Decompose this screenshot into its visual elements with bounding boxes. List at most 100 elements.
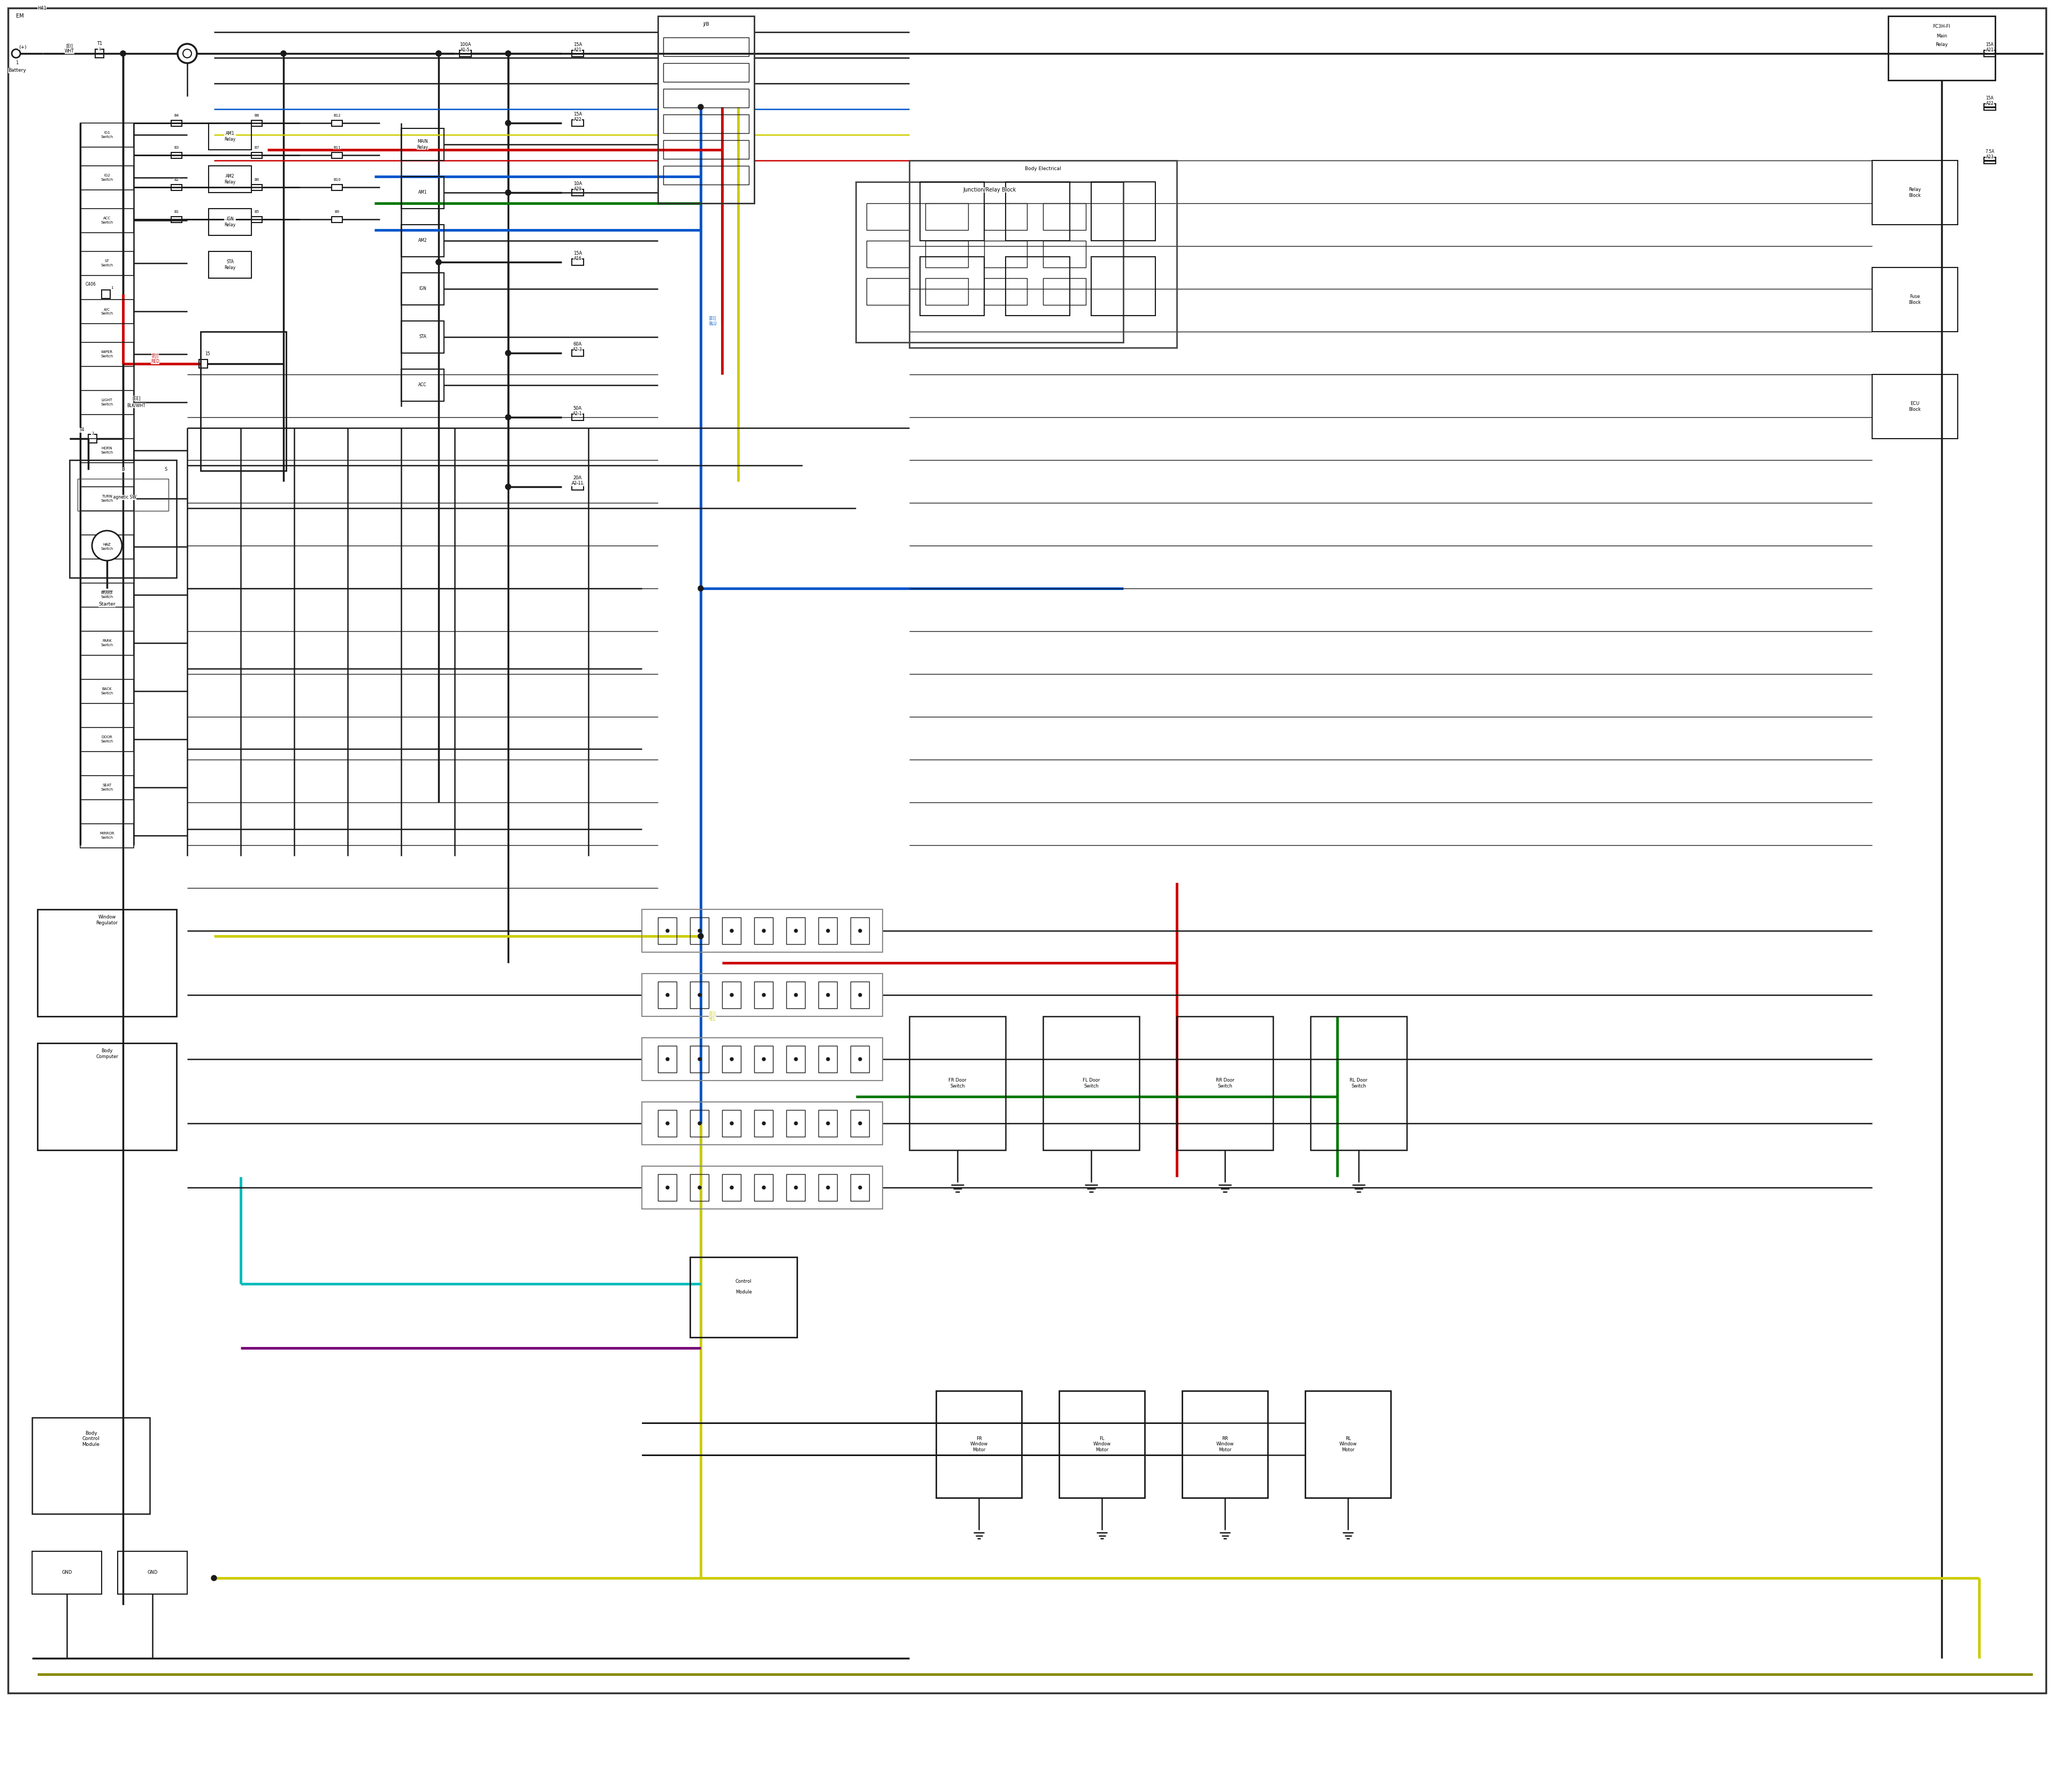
Circle shape xyxy=(729,1186,733,1190)
Circle shape xyxy=(795,1122,797,1125)
Text: H41: H41 xyxy=(37,5,47,11)
Text: RR
Window
Motor: RR Window Motor xyxy=(1216,1437,1234,1452)
Text: 20A: 20A xyxy=(573,477,581,480)
Bar xyxy=(817,982,838,1009)
Bar xyxy=(1871,267,1957,332)
Circle shape xyxy=(826,1122,830,1125)
Bar xyxy=(571,349,583,357)
Text: FR Door
Switch: FR Door Switch xyxy=(949,1079,967,1088)
Circle shape xyxy=(762,1057,766,1061)
Bar xyxy=(817,1109,838,1136)
Bar xyxy=(1871,375,1957,439)
Circle shape xyxy=(698,1057,700,1061)
Text: MIRROR
Switch: MIRROR Switch xyxy=(99,831,115,839)
Text: B1: B1 xyxy=(175,210,179,213)
Bar xyxy=(210,167,251,192)
Text: AM2: AM2 xyxy=(419,238,427,244)
Circle shape xyxy=(698,993,700,996)
Circle shape xyxy=(177,43,197,63)
Text: Window
Regulator: Window Regulator xyxy=(97,916,117,925)
Bar xyxy=(571,120,583,125)
Bar xyxy=(401,272,444,305)
Bar xyxy=(984,202,1027,229)
Bar xyxy=(80,536,134,559)
Bar xyxy=(663,167,750,185)
Text: 10A: 10A xyxy=(573,181,581,186)
Circle shape xyxy=(826,1057,830,1061)
Bar xyxy=(754,918,772,944)
Bar xyxy=(641,973,883,1016)
Text: MAIN
Relay: MAIN Relay xyxy=(417,140,427,149)
Bar xyxy=(460,50,470,57)
Bar xyxy=(1984,50,1996,57)
Text: 15A: 15A xyxy=(573,251,581,256)
Circle shape xyxy=(762,1122,766,1125)
Bar xyxy=(251,152,263,158)
Bar xyxy=(1043,278,1087,305)
Bar xyxy=(867,202,910,229)
Circle shape xyxy=(729,993,733,996)
Bar xyxy=(817,1047,838,1073)
Text: 15A: 15A xyxy=(573,43,581,47)
Text: AM1
Relay: AM1 Relay xyxy=(224,131,236,142)
Bar xyxy=(80,251,134,276)
Bar xyxy=(1006,181,1070,240)
Text: B7: B7 xyxy=(255,145,259,149)
Text: B5: B5 xyxy=(255,210,259,213)
Circle shape xyxy=(665,1057,670,1061)
Bar xyxy=(70,461,177,577)
Text: 15A: 15A xyxy=(1986,97,1994,100)
Text: RL Door
Switch: RL Door Switch xyxy=(1349,1079,1368,1088)
Bar xyxy=(80,582,134,607)
Bar xyxy=(78,478,168,511)
Circle shape xyxy=(698,104,702,109)
Circle shape xyxy=(505,414,511,419)
Circle shape xyxy=(212,1575,216,1581)
Bar xyxy=(937,1391,1021,1498)
Circle shape xyxy=(505,484,511,489)
Text: FL Door
Switch: FL Door Switch xyxy=(1082,1079,1099,1088)
Text: A1-5: A1-5 xyxy=(460,48,470,52)
Text: IG1
Switch: IG1 Switch xyxy=(101,131,113,138)
Text: B11: B11 xyxy=(333,145,341,149)
Bar xyxy=(571,258,583,265)
Text: 50A: 50A xyxy=(573,407,581,410)
Text: FR
Window
Motor: FR Window Motor xyxy=(969,1437,988,1452)
Text: S: S xyxy=(164,468,166,471)
Bar xyxy=(88,434,97,443)
Circle shape xyxy=(505,120,511,125)
Text: A/C
Switch: A/C Switch xyxy=(101,308,113,315)
Text: HORN
Switch: HORN Switch xyxy=(101,446,113,453)
Text: Control: Control xyxy=(735,1279,752,1283)
Bar xyxy=(170,185,183,190)
Bar xyxy=(199,360,207,367)
Bar xyxy=(787,1047,805,1073)
Text: T1: T1 xyxy=(97,41,103,47)
Bar xyxy=(787,1174,805,1201)
Text: A2-1: A2-1 xyxy=(573,412,583,416)
Text: B3: B3 xyxy=(175,145,179,149)
Circle shape xyxy=(92,530,121,561)
Circle shape xyxy=(762,930,766,932)
Text: HAZ
Switch: HAZ Switch xyxy=(101,543,113,550)
Bar xyxy=(867,278,910,305)
Bar xyxy=(571,50,583,57)
Circle shape xyxy=(665,993,670,996)
Bar xyxy=(94,48,105,57)
Bar xyxy=(331,152,343,158)
Bar xyxy=(984,278,1027,305)
Text: 15A: 15A xyxy=(1986,43,1994,47)
Text: ST
Switch: ST Switch xyxy=(101,260,113,267)
Circle shape xyxy=(729,1122,733,1125)
Bar xyxy=(1060,1391,1144,1498)
Bar xyxy=(657,1109,676,1136)
Bar xyxy=(80,679,134,704)
Text: GND: GND xyxy=(148,1570,158,1575)
Text: RR Door
Switch: RR Door Switch xyxy=(1216,1079,1234,1088)
Text: B12: B12 xyxy=(333,115,341,116)
Text: B: B xyxy=(121,468,125,471)
Circle shape xyxy=(698,586,702,591)
Text: 100A: 100A xyxy=(460,43,470,47)
Bar xyxy=(984,240,1027,267)
Bar xyxy=(331,217,343,222)
